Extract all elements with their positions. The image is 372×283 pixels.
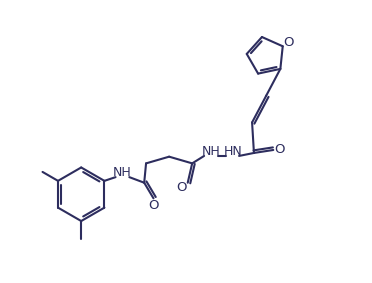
- Text: NH: NH: [201, 145, 220, 158]
- Text: O: O: [275, 143, 285, 156]
- Text: O: O: [283, 37, 294, 50]
- Text: HN: HN: [224, 145, 243, 158]
- Text: O: O: [176, 181, 186, 194]
- Text: NH: NH: [113, 166, 132, 179]
- Text: O: O: [148, 199, 159, 211]
